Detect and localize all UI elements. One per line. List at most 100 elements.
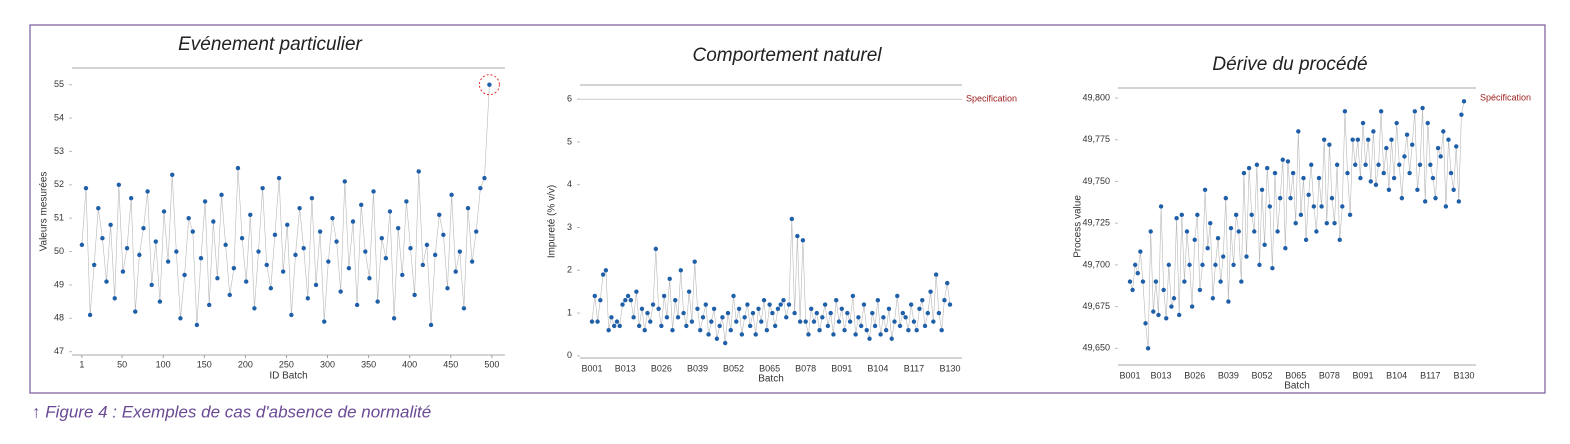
data-point	[432, 252, 438, 258]
x-tick-label: B052	[723, 363, 744, 373]
data-point	[441, 232, 446, 238]
data-point	[1337, 237, 1342, 243]
data-point	[1340, 204, 1345, 209]
data-point	[623, 298, 628, 303]
data-point	[256, 249, 261, 254]
data-point	[231, 266, 237, 271]
data-point	[1443, 204, 1449, 209]
data-point	[892, 319, 897, 324]
data-point	[653, 246, 659, 252]
data-point	[1420, 105, 1425, 111]
data-point	[678, 268, 684, 273]
data-point	[453, 269, 458, 274]
data-point	[317, 229, 323, 234]
caption: ↑ Figure 4 : Exemples de cas d'absence d…	[32, 402, 431, 421]
data-point	[920, 298, 925, 303]
data-point	[736, 306, 742, 311]
data-point	[1166, 262, 1172, 268]
data-point	[1298, 212, 1304, 218]
data-point	[1402, 154, 1407, 159]
data-point	[661, 293, 667, 299]
data-point	[1195, 212, 1200, 218]
data-point	[717, 323, 722, 329]
data-point	[759, 319, 764, 324]
data-point	[359, 202, 364, 208]
data-point	[897, 323, 903, 329]
data-point	[371, 189, 376, 194]
y-tick-label: 49,725	[1082, 218, 1110, 228]
data-point	[223, 242, 228, 248]
y-tick-label: 6	[567, 93, 572, 103]
data-point	[437, 212, 442, 218]
x-tick-label: B039	[1218, 370, 1239, 380]
y-tick-label: 48	[54, 313, 64, 323]
data-point	[606, 327, 611, 333]
data-point	[814, 310, 819, 316]
data-point	[420, 262, 426, 268]
data-point	[1244, 254, 1249, 259]
data-point	[1329, 195, 1335, 201]
y-tick-label: 3	[567, 222, 572, 232]
data-point	[1218, 279, 1223, 284]
data-point	[1236, 229, 1241, 234]
data-point	[933, 272, 939, 277]
data-point	[334, 239, 339, 244]
data-point	[786, 302, 792, 307]
data-point	[673, 298, 678, 303]
data-point	[1366, 137, 1371, 142]
data-point	[305, 296, 311, 301]
data-point	[1441, 129, 1446, 134]
data-point	[881, 315, 886, 320]
data-point	[670, 327, 675, 333]
data-point	[186, 215, 191, 221]
x-tick-label: 500	[484, 359, 499, 369]
data-point	[820, 315, 825, 320]
chart-title: Comportement naturel	[692, 45, 882, 66]
data-point	[367, 276, 372, 281]
data-point	[252, 306, 257, 311]
data-point	[675, 315, 681, 320]
data-point	[822, 302, 828, 307]
data-point	[875, 298, 881, 303]
data-point	[1415, 187, 1420, 192]
data-point	[1205, 245, 1210, 251]
data-point	[764, 327, 770, 333]
data-point	[1309, 162, 1314, 167]
data-point	[1296, 129, 1301, 134]
data-point	[1169, 304, 1174, 309]
data-point	[1249, 212, 1254, 218]
data-point	[906, 327, 911, 333]
data-point	[272, 232, 278, 238]
data-point	[1228, 225, 1234, 231]
y-tick-label: 49,775	[1082, 134, 1110, 144]
data-point	[1350, 137, 1355, 142]
data-point	[742, 315, 747, 320]
y-tick-label: 49,675	[1082, 301, 1110, 311]
data-point	[700, 315, 706, 320]
data-point	[207, 302, 212, 308]
data-point	[313, 282, 319, 288]
data-point	[922, 323, 928, 329]
data-point	[856, 315, 861, 320]
data-point	[1132, 262, 1138, 268]
data-point	[612, 323, 617, 329]
x-tick-label: 400	[402, 359, 417, 369]
data-point	[157, 299, 163, 304]
data-point	[614, 319, 620, 324]
data-point	[280, 269, 286, 274]
x-tick-label: B065	[759, 363, 780, 373]
data-point	[178, 316, 183, 321]
x-tick-label: 200	[238, 359, 253, 369]
data-point	[1363, 162, 1368, 167]
x-tick-label: 450	[443, 359, 458, 369]
x-tick-label: B091	[831, 363, 852, 373]
data-point	[1316, 175, 1322, 181]
data-point	[1389, 137, 1394, 142]
data-point	[1164, 316, 1169, 321]
data-point	[792, 310, 797, 316]
data-point	[1197, 287, 1203, 293]
data-point	[1252, 229, 1257, 234]
data-point	[800, 238, 806, 243]
data-point	[1254, 162, 1260, 167]
x-tick-label: 1	[79, 359, 84, 369]
